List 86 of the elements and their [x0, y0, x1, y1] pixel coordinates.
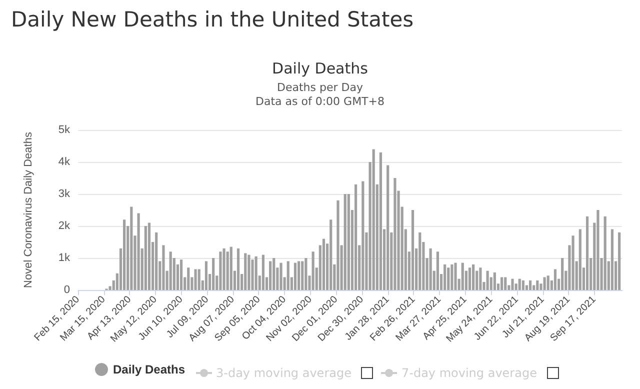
bar: [148, 222, 151, 290]
bar: [286, 261, 290, 290]
bar: [198, 269, 200, 290]
bar: [561, 258, 564, 290]
bar: [450, 264, 454, 290]
text: Data as of 0:00 GMT+8: [256, 95, 384, 108]
bar: [486, 270, 489, 290]
bar: [436, 252, 439, 290]
bar: [230, 246, 232, 290]
bar: [572, 236, 574, 290]
bar: [528, 280, 532, 290]
bar: [187, 268, 190, 290]
bar: [618, 232, 621, 290]
bar: [347, 194, 350, 290]
bar: [354, 184, 358, 290]
bar: [511, 278, 514, 290]
bar: [312, 252, 314, 290]
bar: [479, 268, 482, 290]
bar: [386, 165, 390, 290]
bar: [280, 262, 282, 290]
bar: [472, 264, 475, 290]
bar: [162, 245, 165, 290]
bar: [194, 269, 197, 290]
bar: [155, 232, 158, 290]
bar: [269, 261, 272, 290]
bar: [411, 210, 414, 290]
bar: [429, 248, 432, 290]
chart-title: Daily New Deaths in the United States: [11, 8, 414, 32]
bar: [500, 277, 504, 290]
bar: [468, 268, 472, 290]
bar: [554, 269, 557, 290]
y-tick-label: 3k: [58, 188, 70, 200]
bar: [169, 252, 172, 290]
y-tick-label: 0: [64, 284, 70, 296]
legend-label: Daily Deaths: [113, 362, 186, 376]
text: Deaths per Day: [277, 81, 364, 94]
bar: [461, 262, 464, 290]
bar: [518, 278, 521, 290]
bar: [322, 238, 326, 290]
chart-subtitle: Daily Deaths: [272, 60, 368, 78]
bar: [578, 229, 582, 290]
bar: [123, 220, 126, 290]
bar: [596, 210, 600, 290]
bar: [298, 261, 300, 290]
bar: [301, 261, 304, 290]
bar: [144, 226, 147, 290]
bar: [447, 268, 450, 290]
bar: [219, 252, 222, 290]
bar: [294, 262, 297, 290]
bar: [344, 194, 346, 290]
bar: [336, 200, 340, 290]
bar: [204, 261, 208, 290]
y-tick-label: 4k: [58, 156, 70, 168]
bar: [394, 178, 396, 290]
y-tick-label: 5k: [58, 124, 70, 136]
bar: [586, 216, 589, 290]
bar: [454, 262, 457, 290]
bar: [522, 280, 524, 290]
bar: [236, 248, 240, 290]
bar: [212, 258, 215, 290]
bar: [444, 264, 446, 290]
bar: [330, 220, 332, 290]
bar: [180, 260, 183, 290]
bar: [604, 216, 606, 290]
bar: [379, 152, 382, 290]
bar: [304, 258, 308, 290]
bar: [248, 254, 250, 290]
y-tick-label: 2k: [58, 220, 70, 232]
bar: [262, 254, 264, 290]
bar: [254, 256, 258, 290]
bar: [244, 253, 247, 290]
y-axis-title: Novel Coronavirus Daily Deaths: [22, 132, 34, 288]
bar: [536, 280, 539, 290]
bar: [543, 277, 546, 290]
bar: [272, 258, 276, 290]
bar: [546, 276, 550, 290]
bar: [362, 181, 364, 290]
bar: [130, 206, 133, 290]
bar: [504, 277, 507, 290]
bar: [222, 248, 226, 290]
bar: [372, 149, 375, 290]
bar: [493, 272, 496, 290]
bar: [418, 232, 422, 290]
bar: [610, 229, 614, 290]
y-tick-label: 1k: [58, 252, 70, 264]
bar: [137, 213, 140, 290]
